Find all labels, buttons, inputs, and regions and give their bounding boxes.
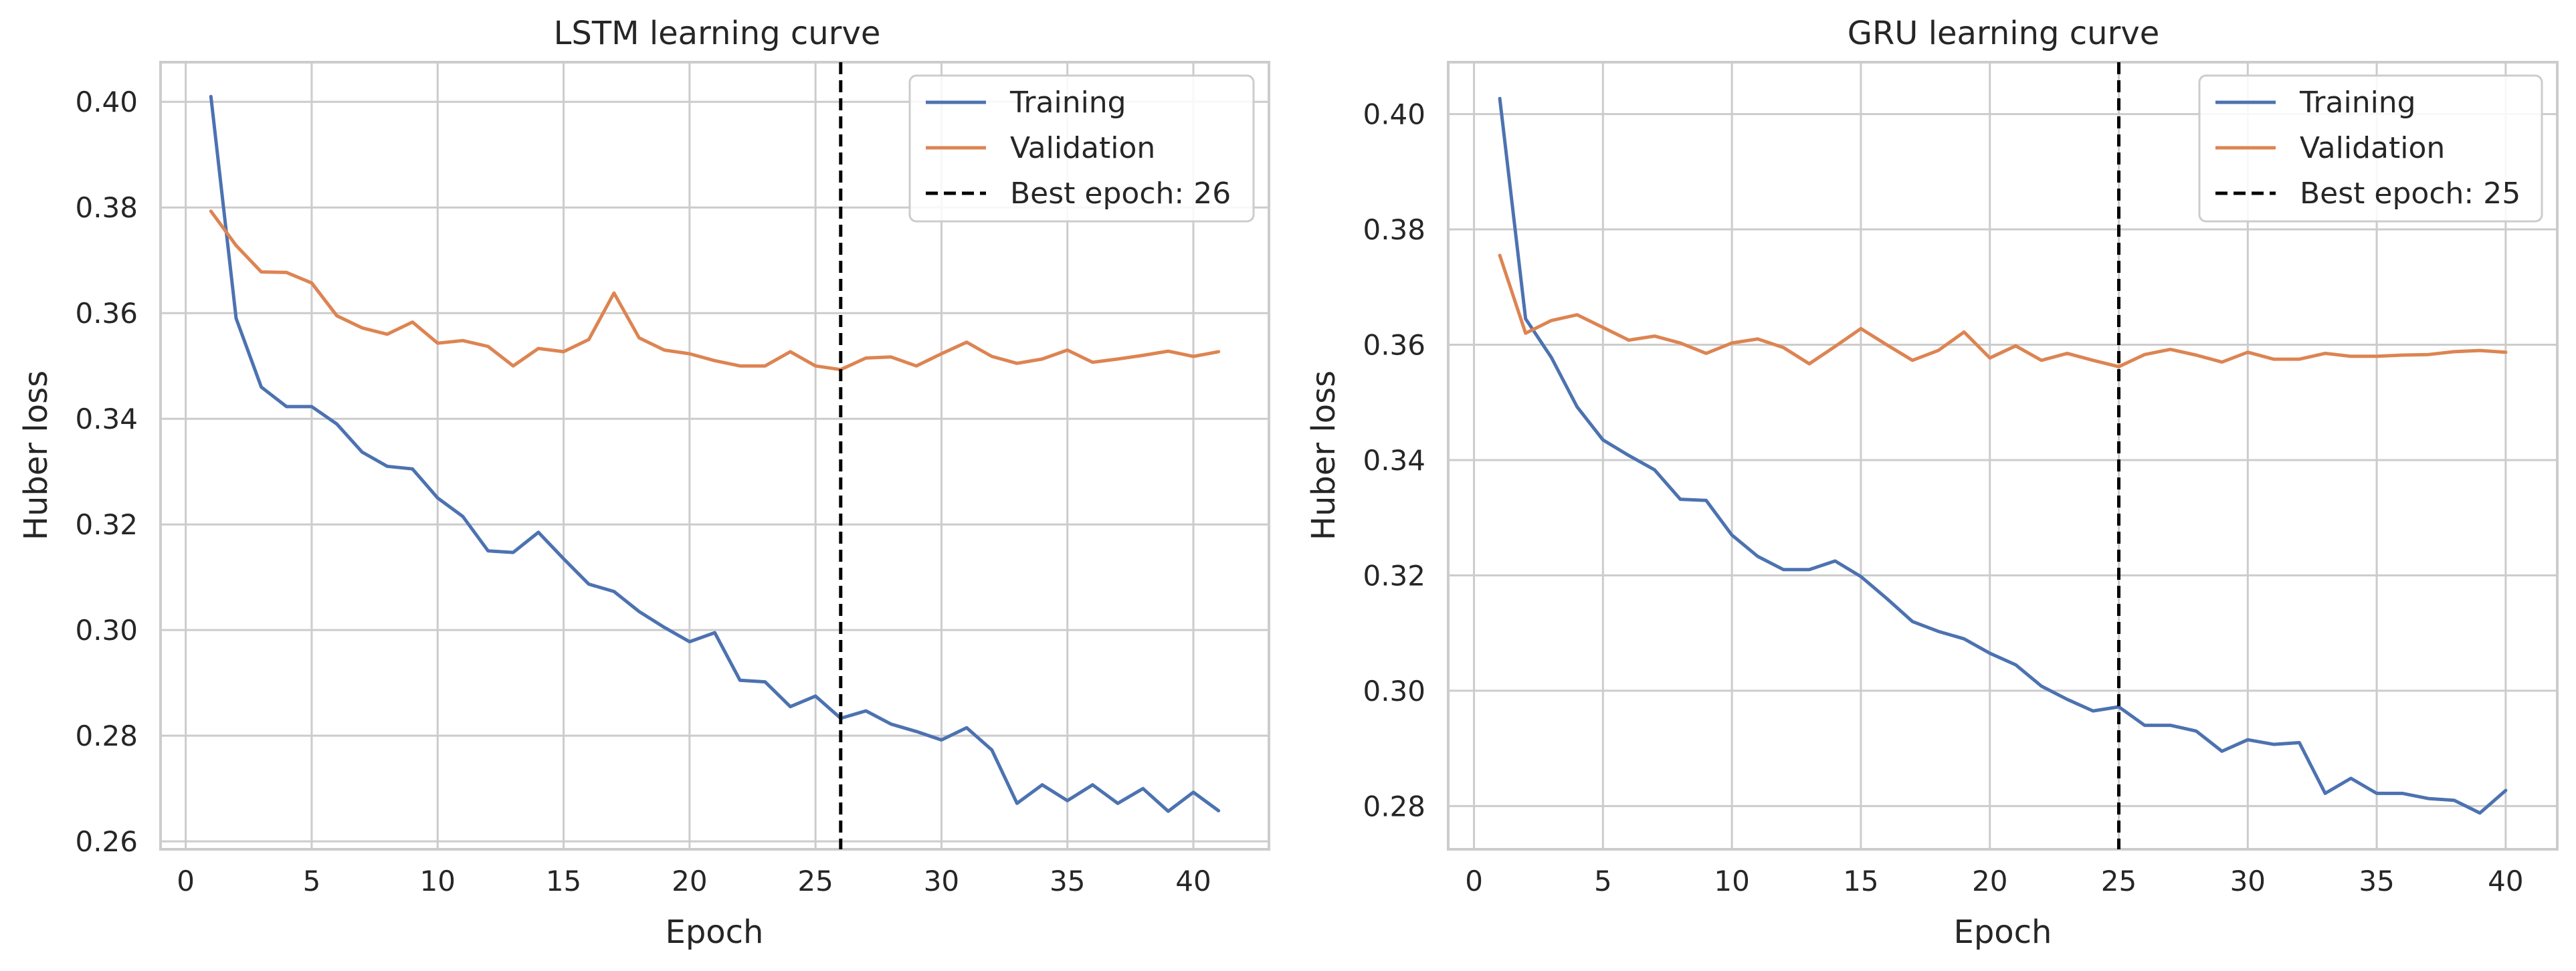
y-tick-label: 0.28	[1363, 790, 1425, 823]
y-axis-label: Huber loss	[17, 370, 55, 540]
x-tick-label: 30	[924, 865, 959, 897]
x-tick-label: 25	[2101, 865, 2137, 897]
y-tick-label: 0.36	[75, 297, 138, 330]
x-tick-label: 40	[1175, 865, 1211, 897]
x-tick-label: 15	[1843, 865, 1878, 897]
x-tick-label: 40	[2488, 865, 2523, 897]
x-axis-label: Epoch	[666, 913, 764, 951]
x-tick-label: 15	[546, 865, 581, 897]
y-tick-label: 0.30	[1363, 675, 1425, 708]
legend-label-validation: Validation	[1010, 131, 1155, 165]
series-line-validation	[209, 209, 1221, 372]
y-axis-label: Huber loss	[1305, 370, 1343, 540]
x-tick-label: 35	[1050, 865, 1085, 897]
legend-label-training: Training	[2299, 86, 2416, 120]
legend: Training Validation Best epoch: 25	[2198, 74, 2543, 223]
series-line-training	[1498, 96, 2508, 815]
chart-title: GRU learning curve	[1848, 15, 2160, 52]
x-tick-label: 0	[1465, 865, 1483, 897]
legend-label-validation: Validation	[2300, 131, 2445, 165]
y-tick-label: 0.34	[75, 403, 138, 435]
x-tick-label: 20	[672, 865, 707, 897]
series-line-validation	[1498, 253, 2508, 368]
y-tick-label: 0.34	[1363, 444, 1425, 477]
y-tick-label: 0.26	[75, 825, 138, 858]
x-tick-label: 0	[177, 865, 195, 897]
legend-label-training: Training	[1009, 86, 1126, 120]
plot-frame	[1447, 61, 2559, 851]
x-tick-label: 10	[1714, 865, 1749, 897]
y-tick-label: 0.32	[1363, 559, 1425, 592]
gru-chart-panel: GRU learning curve 0 5 10 15 20 25 30 35 40 0.28 0…	[1305, 15, 2559, 951]
legend-label-best-epoch: Best epoch: 25	[2300, 177, 2520, 211]
x-axis-label: Epoch	[1954, 913, 2052, 951]
x-tick-label: 35	[2359, 865, 2394, 897]
y-tick-label: 0.36	[1363, 329, 1425, 362]
legend: Training Validation Best epoch: 26	[908, 74, 1255, 223]
lstm-chart-panel: LSTM learning curve 0 5 10 15 20 25 30 35 40 0.26…	[17, 15, 1270, 951]
series-line-training	[209, 94, 1221, 813]
legend-box	[2198, 74, 2543, 223]
legend-box	[908, 74, 1255, 223]
y-tick-label: 0.28	[75, 720, 138, 752]
legend-label-best-epoch: Best epoch: 26	[1010, 177, 1231, 211]
x-tick-label: 5	[1594, 865, 1612, 897]
plot-frame	[159, 61, 1270, 851]
chart-title: LSTM learning curve	[554, 15, 881, 52]
x-tick-label: 10	[420, 865, 456, 897]
x-tick-label: 5	[303, 865, 321, 897]
y-tick-label: 0.40	[75, 86, 138, 118]
x-tick-label: 20	[1972, 865, 2007, 897]
y-tick-label: 0.38	[75, 191, 138, 224]
y-tick-label: 0.30	[75, 614, 138, 647]
y-tick-label: 0.38	[1363, 213, 1425, 246]
x-tick-label: 25	[797, 865, 833, 897]
y-tick-label: 0.32	[75, 508, 138, 541]
x-tick-label: 30	[2230, 865, 2266, 897]
y-tick-label: 0.40	[1363, 98, 1425, 131]
